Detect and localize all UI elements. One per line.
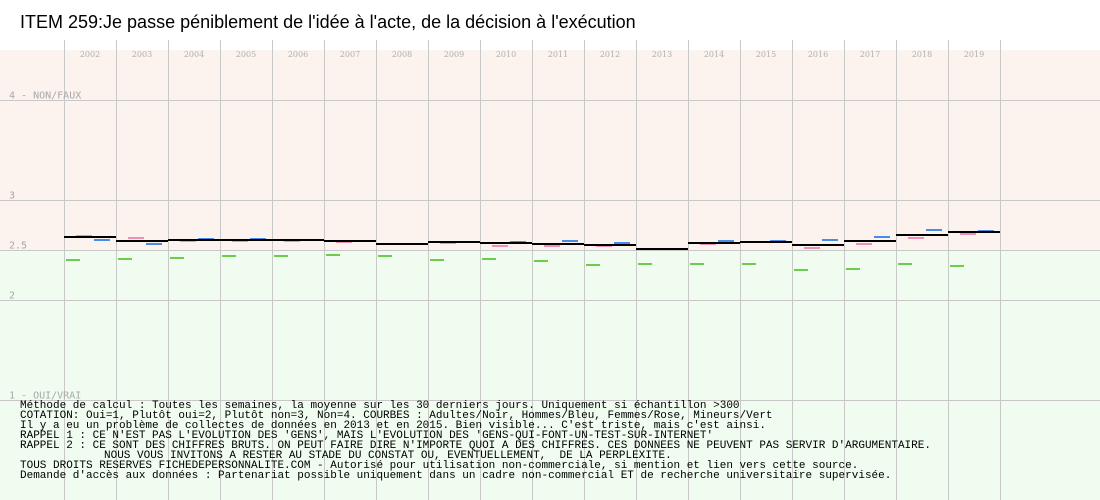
- note-rappel-1: RAPPEL 1 : CE N'EST PAS L'EVOLUTION DES …: [20, 430, 714, 442]
- x-tick-label: 2006: [288, 50, 308, 59]
- note-cotation: COTATION: Oui=1, Plutôt oui=2, Plutôt no…: [20, 410, 773, 422]
- y-tick-label: 2: [9, 291, 15, 302]
- chart-notes: Méthode de calcul : Toutes les semaines,…: [20, 400, 1095, 482]
- note-rappel-2-cont: NOUS VOUS INVITONS A RESTER AU STADE DU …: [104, 450, 672, 462]
- x-tick-label: 2004: [184, 50, 204, 59]
- upper-band: [0, 50, 1100, 250]
- y-tick-label: 2.5: [9, 241, 27, 252]
- note-copyright: TOUS DROITS RESERVES FICHEDEPERSONNALITE…: [20, 460, 859, 472]
- note-data-access: Demande d'accès aux données : Partenaria…: [20, 470, 892, 482]
- x-tick-label: 2009: [444, 50, 464, 59]
- x-tick-label: 2012: [600, 50, 620, 59]
- x-tick-label: 2018: [912, 50, 932, 59]
- x-tick-label: 2005: [236, 50, 256, 59]
- x-tick-label: 2007: [340, 50, 360, 59]
- note-method: Méthode de calcul : Toutes les semaines,…: [20, 400, 740, 412]
- y-tick-label: 4 - NON/FAUX: [9, 91, 81, 102]
- x-tick-label: 2010: [496, 50, 516, 59]
- note-rappel-2: RAPPEL 2 : CE SONT DES CHIFFRES BRUTS. O…: [20, 440, 931, 452]
- lower-band: [0, 250, 1100, 500]
- y-tick-label: 3: [9, 191, 15, 202]
- x-tick-label: 2013: [652, 50, 672, 59]
- x-tick-label: 2011: [548, 50, 568, 59]
- x-tick-label: 2016: [808, 50, 828, 59]
- x-tick-label: 2014: [704, 50, 724, 59]
- y-tick-label: 1 - OUI/VRAI: [9, 391, 81, 402]
- x-tick-label: 2002: [80, 50, 100, 59]
- x-tick-label: 2019: [964, 50, 984, 59]
- chart-title: ITEM 259:Je passe péniblement de l'idée …: [20, 12, 636, 32]
- note-data-issue: Il y a eu un problème de collectes de do…: [20, 420, 766, 432]
- x-tick-label: 2015: [756, 50, 776, 59]
- x-tick-label: 2008: [392, 50, 412, 59]
- x-tick-label: 2017: [860, 50, 880, 59]
- x-tick-label: 2003: [132, 50, 152, 59]
